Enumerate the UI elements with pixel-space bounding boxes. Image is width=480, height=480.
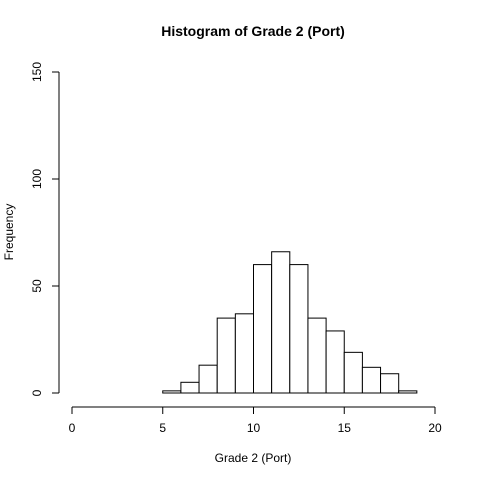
chart-title: Histogram of Grade 2 (Port) (161, 23, 345, 39)
histogram-bar (234, 313, 255, 394)
histogram-bar (162, 390, 182, 394)
y-tick-label: 0 (30, 389, 44, 396)
histogram-bar (253, 264, 273, 394)
histogram-bar (180, 381, 200, 394)
histogram-bar (343, 351, 363, 394)
y-axis-label: Frequency (2, 204, 16, 261)
x-tick-label: 15 (338, 421, 352, 435)
x-axis: 0 5 10 15 20 (69, 406, 442, 435)
histogram-bar (198, 364, 218, 394)
y-axis: 0 50 100 150 (30, 62, 60, 396)
y-tick-label: 50 (30, 279, 44, 293)
histogram-bar (289, 264, 309, 394)
histogram-bar (361, 366, 382, 394)
histogram-bar (325, 330, 345, 394)
histogram-bar (271, 251, 291, 394)
histogram-bar (380, 373, 400, 394)
x-tick-label: 10 (247, 421, 261, 435)
y-tick-label: 150 (30, 62, 44, 82)
x-tick-label: 20 (428, 421, 442, 435)
histogram-bars (162, 251, 418, 394)
x-tick-label: 0 (69, 421, 76, 435)
y-tick-label: 100 (30, 169, 44, 189)
x-axis-label: Grade 2 (Port) (215, 451, 292, 465)
histogram-bar (398, 390, 418, 394)
histogram-bar (307, 317, 327, 394)
x-tick-label: 5 (159, 421, 166, 435)
histogram-bar (216, 317, 236, 394)
